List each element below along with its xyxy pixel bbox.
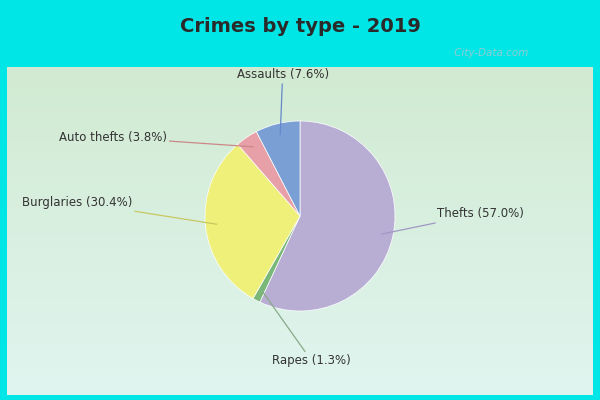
Text: Burglaries (30.4%): Burglaries (30.4%) [22,196,217,224]
Text: Crimes by type - 2019: Crimes by type - 2019 [179,16,421,36]
Text: Thefts (57.0%): Thefts (57.0%) [382,207,524,234]
Wedge shape [238,132,300,216]
Wedge shape [253,216,300,302]
Text: Rapes (1.3%): Rapes (1.3%) [262,290,351,367]
Wedge shape [260,121,395,311]
Wedge shape [256,121,300,216]
Text: City-Data.com: City-Data.com [451,48,528,58]
Text: Auto thefts (3.8%): Auto thefts (3.8%) [59,131,253,147]
Text: Assaults (7.6%): Assaults (7.6%) [236,68,329,135]
Wedge shape [205,144,300,298]
